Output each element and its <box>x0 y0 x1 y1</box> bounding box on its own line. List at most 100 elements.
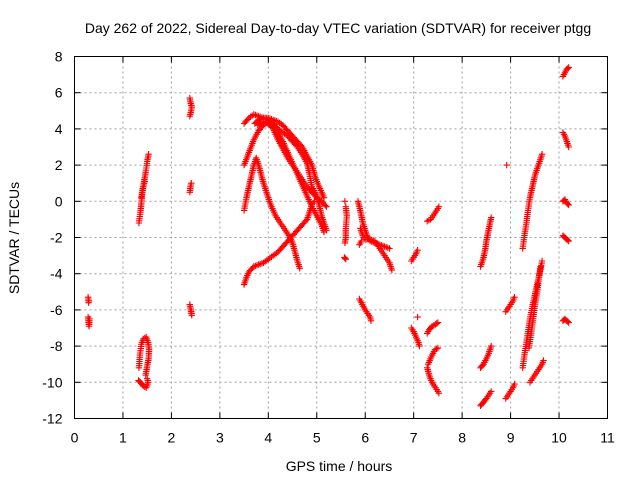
data-point <box>434 344 442 352</box>
x-tick-label: 5 <box>313 430 321 446</box>
data-point <box>296 265 303 272</box>
y-axis-label: SDTVAR / TECUs <box>6 182 22 294</box>
data-point <box>341 239 349 247</box>
data-point <box>358 237 365 245</box>
x-tick-label: 8 <box>458 430 466 446</box>
data-point <box>537 263 544 270</box>
y-tick-label: -8 <box>50 338 63 354</box>
marks-layer <box>84 64 572 409</box>
track-segment <box>357 225 396 274</box>
track-segment <box>84 313 93 330</box>
track-segment <box>186 94 195 120</box>
track-segment <box>240 118 328 236</box>
data-point <box>564 318 571 325</box>
track-segment <box>341 198 349 205</box>
track-segment <box>414 313 421 321</box>
track-segment <box>135 375 152 391</box>
data-point <box>188 180 195 187</box>
data-point <box>511 294 518 301</box>
track-segment <box>424 364 443 397</box>
y-tick-label: -10 <box>42 374 62 390</box>
y-tick-label: 4 <box>55 121 63 137</box>
track-segment <box>477 342 495 371</box>
data-point <box>565 143 572 151</box>
y-tick-label: -4 <box>50 266 63 282</box>
track-segment <box>356 295 375 324</box>
x-tick-label: 7 <box>410 430 418 446</box>
track-segment <box>240 198 318 288</box>
data-point <box>433 320 440 327</box>
data-point <box>565 201 572 209</box>
data-point <box>320 194 328 201</box>
track-segment <box>135 333 153 379</box>
data-point <box>86 315 93 323</box>
data-point <box>320 228 328 236</box>
data-point <box>186 113 193 120</box>
data-point <box>142 371 149 379</box>
track-segment <box>519 151 546 252</box>
data-point <box>386 245 393 252</box>
x-tick-label: 10 <box>551 430 567 446</box>
data-point <box>488 214 495 221</box>
track-segment <box>559 315 572 326</box>
data-point <box>565 64 572 71</box>
track-segment <box>424 319 442 337</box>
y-tick-label: 0 <box>55 193 63 209</box>
data-point <box>341 198 349 205</box>
data-point <box>342 256 349 263</box>
data-point <box>538 257 546 265</box>
track-segment <box>424 203 443 225</box>
x-tick-label: 9 <box>507 430 515 446</box>
data-point <box>564 237 571 244</box>
track-segment <box>559 64 572 80</box>
track-segment <box>186 180 195 196</box>
track-segment <box>341 254 349 263</box>
data-point <box>564 65 571 72</box>
data-point <box>565 319 572 326</box>
data-point <box>540 357 547 364</box>
data-point <box>323 203 330 210</box>
data-point <box>488 388 495 395</box>
data-point <box>144 375 151 382</box>
track-segment <box>503 161 510 169</box>
data-point <box>538 151 546 158</box>
track-segment <box>477 214 495 270</box>
data-point <box>435 203 443 210</box>
data-point <box>416 342 423 350</box>
y-tick-label: 6 <box>55 85 63 101</box>
data-point <box>188 308 195 315</box>
track-segment <box>138 178 148 201</box>
data-point <box>322 202 329 209</box>
y-tick-label: -12 <box>42 411 62 427</box>
data-point <box>435 390 443 397</box>
track-segment <box>425 344 442 368</box>
track-segment <box>408 247 421 265</box>
x-tick-label: 0 <box>71 430 79 446</box>
data-point <box>85 297 93 305</box>
x-tick-label: 6 <box>361 430 369 446</box>
data-point <box>433 345 440 352</box>
data-point <box>388 266 396 274</box>
data-point <box>565 237 572 245</box>
data-point <box>145 151 152 158</box>
plot-frame <box>74 56 608 419</box>
chart-title: Day 262 of 2022, Sidereal Day-to-day VTE… <box>85 20 591 36</box>
tick-label-layer: 0 1 2 3 4 5 6 7 8 9 10 11 8 6 4 2 0 -2 -4 -6 -8 -10 -12 <box>42 49 615 446</box>
x-axis-label: GPS time / hours <box>286 458 393 474</box>
y-tick-label: -2 <box>50 230 63 246</box>
track-segment <box>525 263 544 352</box>
track-segment <box>251 114 328 201</box>
x-tick-label: 11 <box>600 430 615 446</box>
data-point <box>503 161 510 169</box>
data-point <box>488 342 495 350</box>
y-tick-label: -6 <box>50 302 63 318</box>
track-segment <box>341 203 350 247</box>
track-segment <box>559 129 572 151</box>
track-segment <box>408 324 423 350</box>
track-segment <box>84 294 93 306</box>
track-segment <box>502 294 518 315</box>
data-point <box>434 319 442 326</box>
data-point <box>414 247 421 254</box>
